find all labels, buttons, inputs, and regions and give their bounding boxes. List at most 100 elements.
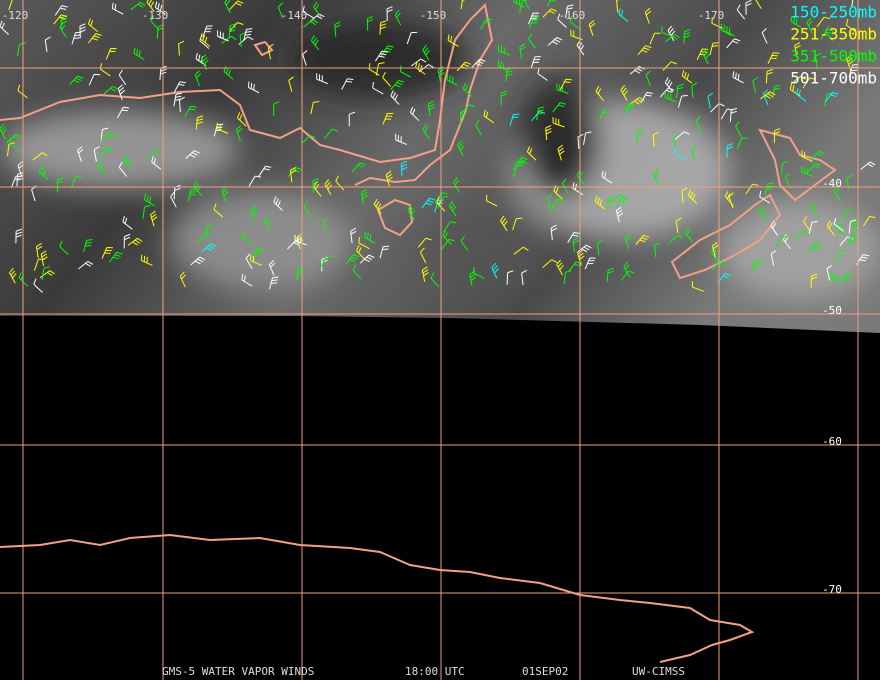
wind-barb [59,240,69,256]
wind-barb [808,221,818,235]
wind-barb [707,92,714,109]
wind-barb [456,61,471,72]
wind-barb [267,43,274,60]
wind-barb [460,235,469,252]
wind-barb [542,259,558,268]
wind-barb [793,230,809,239]
wind-barb [618,8,629,22]
wind-barb [146,0,155,13]
wind-barb [323,217,329,233]
wind-barb [654,242,661,258]
wind-barb [268,260,276,276]
wind-barb [79,23,86,39]
wind-barb [770,250,777,266]
wind-barb [144,193,156,207]
wind-barb [559,78,572,91]
wind-barb [364,231,376,244]
wind-barb [287,240,302,250]
wind-barb [316,73,328,85]
wind-barb [664,77,674,93]
wind-barb [324,128,338,139]
wind-barb [775,235,789,248]
wind-barb [269,276,279,290]
wind-barb [44,36,51,52]
wind-barb [247,81,260,94]
wind-barb [726,38,741,49]
wind-barb [216,122,229,134]
wind-barb [751,260,763,272]
wind-barb [421,266,429,282]
wind-barb [765,68,773,84]
wind-barb [105,48,117,60]
footer: GMS-5 WATER VAPOR WINDS 18:00 UTC 01SEP0… [162,665,685,678]
wind-barb [88,18,99,32]
time-label: 18:00 UTC [405,665,465,678]
wind-barb [674,131,690,140]
wind-barb [170,191,177,208]
wind-barb [277,2,284,19]
wind-barb [691,82,698,98]
wind-barb [695,116,702,133]
longitude-label: -140 [281,9,308,22]
wind-barb [824,26,833,42]
wind-barb [550,198,564,211]
wind-barb [615,206,623,223]
wind-barb [649,32,661,45]
wind-barb [122,215,133,230]
wind-barb [70,176,82,189]
wind-barb [848,233,857,248]
wind-barb [790,15,802,29]
wind-barb [112,2,124,15]
wind-barb [745,0,752,15]
latitude-label: -40 [822,177,842,190]
wind-barb [529,16,540,29]
wind-barb [644,7,652,24]
wind-barb [296,266,304,282]
wind-barb [563,270,572,285]
wind-barb [335,175,345,191]
wind-barb [351,162,366,173]
wind-barb [213,203,224,218]
wind-barb [434,192,448,204]
wind-barb [810,150,825,161]
latitude-label: -70 [822,583,842,596]
wind-barb [833,217,844,232]
longitude-label: -120 [2,9,29,22]
wind-barb [781,160,789,176]
wind-barb [130,1,146,11]
wind-barb [519,0,528,13]
wind-barb [123,233,131,249]
wind-barb [720,108,734,120]
wind-barb [687,189,698,205]
wind-barb [837,273,853,283]
wind-barb [159,65,167,80]
wind-barb [97,160,107,176]
wind-barb [193,180,203,197]
legend: 150-250mb 251-350mb 351-500mb 501-700mb [790,3,877,88]
wind-barb [802,77,816,89]
wind-barb [9,138,21,152]
wind-barb [341,78,354,90]
wind-barb [462,82,473,97]
wind-barb [736,4,746,20]
latitude-label: -60 [822,435,842,448]
wind-barb [301,134,316,145]
wind-barb [8,267,17,284]
wind-barb [497,45,511,56]
wind-barb [250,254,262,266]
legend-entry: 150-250mb [790,3,877,22]
wind-barb [142,205,151,219]
wind-barb [572,237,579,253]
wind-barb [411,58,427,67]
wind-barb [206,223,213,239]
wind-barb [616,0,619,13]
wind-barb [151,156,162,170]
wind-barb [373,198,382,214]
wind-barb [826,220,835,236]
wind-barb [513,246,529,255]
wind-barb [584,257,596,270]
wind-barb [530,56,541,69]
wind-barb [201,243,217,253]
wind-barb [732,71,744,84]
